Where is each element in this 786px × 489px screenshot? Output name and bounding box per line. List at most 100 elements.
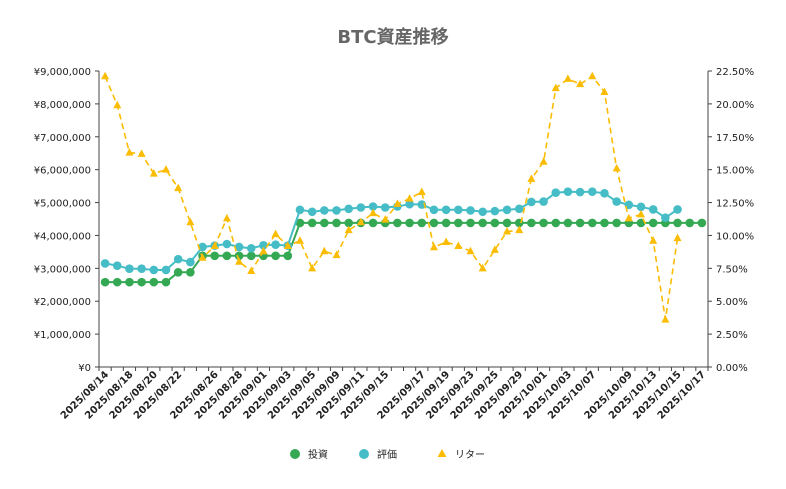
data-point [149, 169, 158, 177]
data-point [417, 218, 427, 228]
chart-title: BTC資産推移 [337, 26, 448, 48]
legend-marker [359, 449, 369, 459]
y-left-tick-label: ¥5,000,000 [34, 199, 91, 210]
data-point [551, 218, 561, 228]
legend-label: 投資 [308, 448, 328, 461]
data-point [514, 204, 524, 214]
data-point [161, 277, 171, 287]
data-point [563, 187, 573, 197]
data-point [600, 218, 609, 228]
data-point [502, 218, 512, 228]
data-point [113, 100, 122, 109]
data-point [612, 197, 621, 206]
data-point [612, 218, 621, 228]
data-point [320, 218, 329, 228]
data-point [332, 218, 341, 228]
data-point [234, 251, 244, 261]
y-right-tick-label: 5.00% [716, 297, 748, 308]
data-point [490, 206, 500, 216]
data-point [271, 240, 280, 249]
y-right-tick-label: 10.00% [716, 231, 754, 242]
data-point [186, 257, 195, 267]
data-point [246, 251, 256, 261]
data-point [198, 242, 207, 252]
data-point [563, 218, 573, 228]
data-point [283, 241, 292, 249]
data-point [173, 267, 183, 277]
data-point [149, 277, 159, 287]
data-point [673, 218, 682, 228]
series-layer [100, 71, 707, 323]
data-point [466, 206, 475, 215]
data-point [295, 218, 305, 228]
data-point [454, 218, 463, 228]
data-point [637, 209, 646, 218]
legend-label: 評価 [377, 448, 397, 461]
y-left-tick-label: ¥6,000,000 [34, 166, 91, 177]
y-right-tick-label: 2.50% [716, 330, 748, 341]
data-point [429, 205, 439, 215]
data-point [173, 254, 183, 264]
data-point [247, 266, 256, 274]
data-point [307, 207, 317, 217]
data-point [587, 187, 597, 197]
data-point [661, 315, 670, 323]
data-point [515, 225, 524, 234]
data-point [393, 218, 402, 228]
data-point [368, 202, 378, 211]
data-point [308, 263, 317, 272]
legend: 投資 評価 リター [290, 448, 485, 461]
data-point [271, 251, 280, 261]
data-point [429, 242, 438, 251]
data-point [454, 205, 463, 215]
y-left-tick-label: ¥2,000,000 [34, 297, 91, 308]
data-point [112, 261, 122, 271]
data-point [673, 205, 682, 214]
y-right-tick-label: 7.50% [716, 264, 748, 275]
data-point [259, 241, 268, 250]
data-point [100, 259, 110, 268]
data-point [648, 205, 658, 214]
data-point [259, 246, 268, 255]
data-point [186, 217, 195, 226]
data-point [673, 233, 682, 242]
data-point [381, 215, 390, 223]
series-評価 [100, 187, 682, 275]
data-point [502, 205, 512, 215]
data-point [551, 83, 560, 92]
y-right-tick-label: 12.50% [716, 199, 754, 210]
data-point [503, 226, 512, 235]
data-point [332, 250, 341, 259]
data-point [125, 277, 134, 287]
data-point [320, 246, 329, 255]
data-point [441, 218, 451, 228]
data-point [344, 204, 353, 214]
data-point [380, 203, 390, 212]
y-left-tick-label: ¥9,000,000 [34, 67, 91, 78]
data-point [442, 237, 451, 246]
data-point [575, 187, 585, 197]
data-point [125, 148, 134, 156]
y-right-tick-label: 20.00% [716, 100, 754, 111]
data-point [661, 213, 670, 222]
data-point [125, 264, 134, 273]
data-point [161, 265, 171, 275]
data-point [624, 213, 633, 222]
data-point [368, 218, 378, 228]
data-point [685, 218, 695, 228]
data-point [551, 188, 561, 197]
data-point [600, 87, 609, 96]
data-point [588, 71, 597, 80]
data-point [210, 241, 219, 249]
data-point [441, 205, 451, 215]
data-point [575, 218, 585, 228]
data-point [283, 251, 293, 261]
data-point [137, 264, 146, 273]
data-point [198, 253, 207, 261]
data-point [307, 218, 317, 228]
data-point [320, 206, 329, 215]
legend-label: リター [455, 449, 485, 461]
data-point [295, 236, 304, 244]
legend-marker [437, 449, 447, 457]
